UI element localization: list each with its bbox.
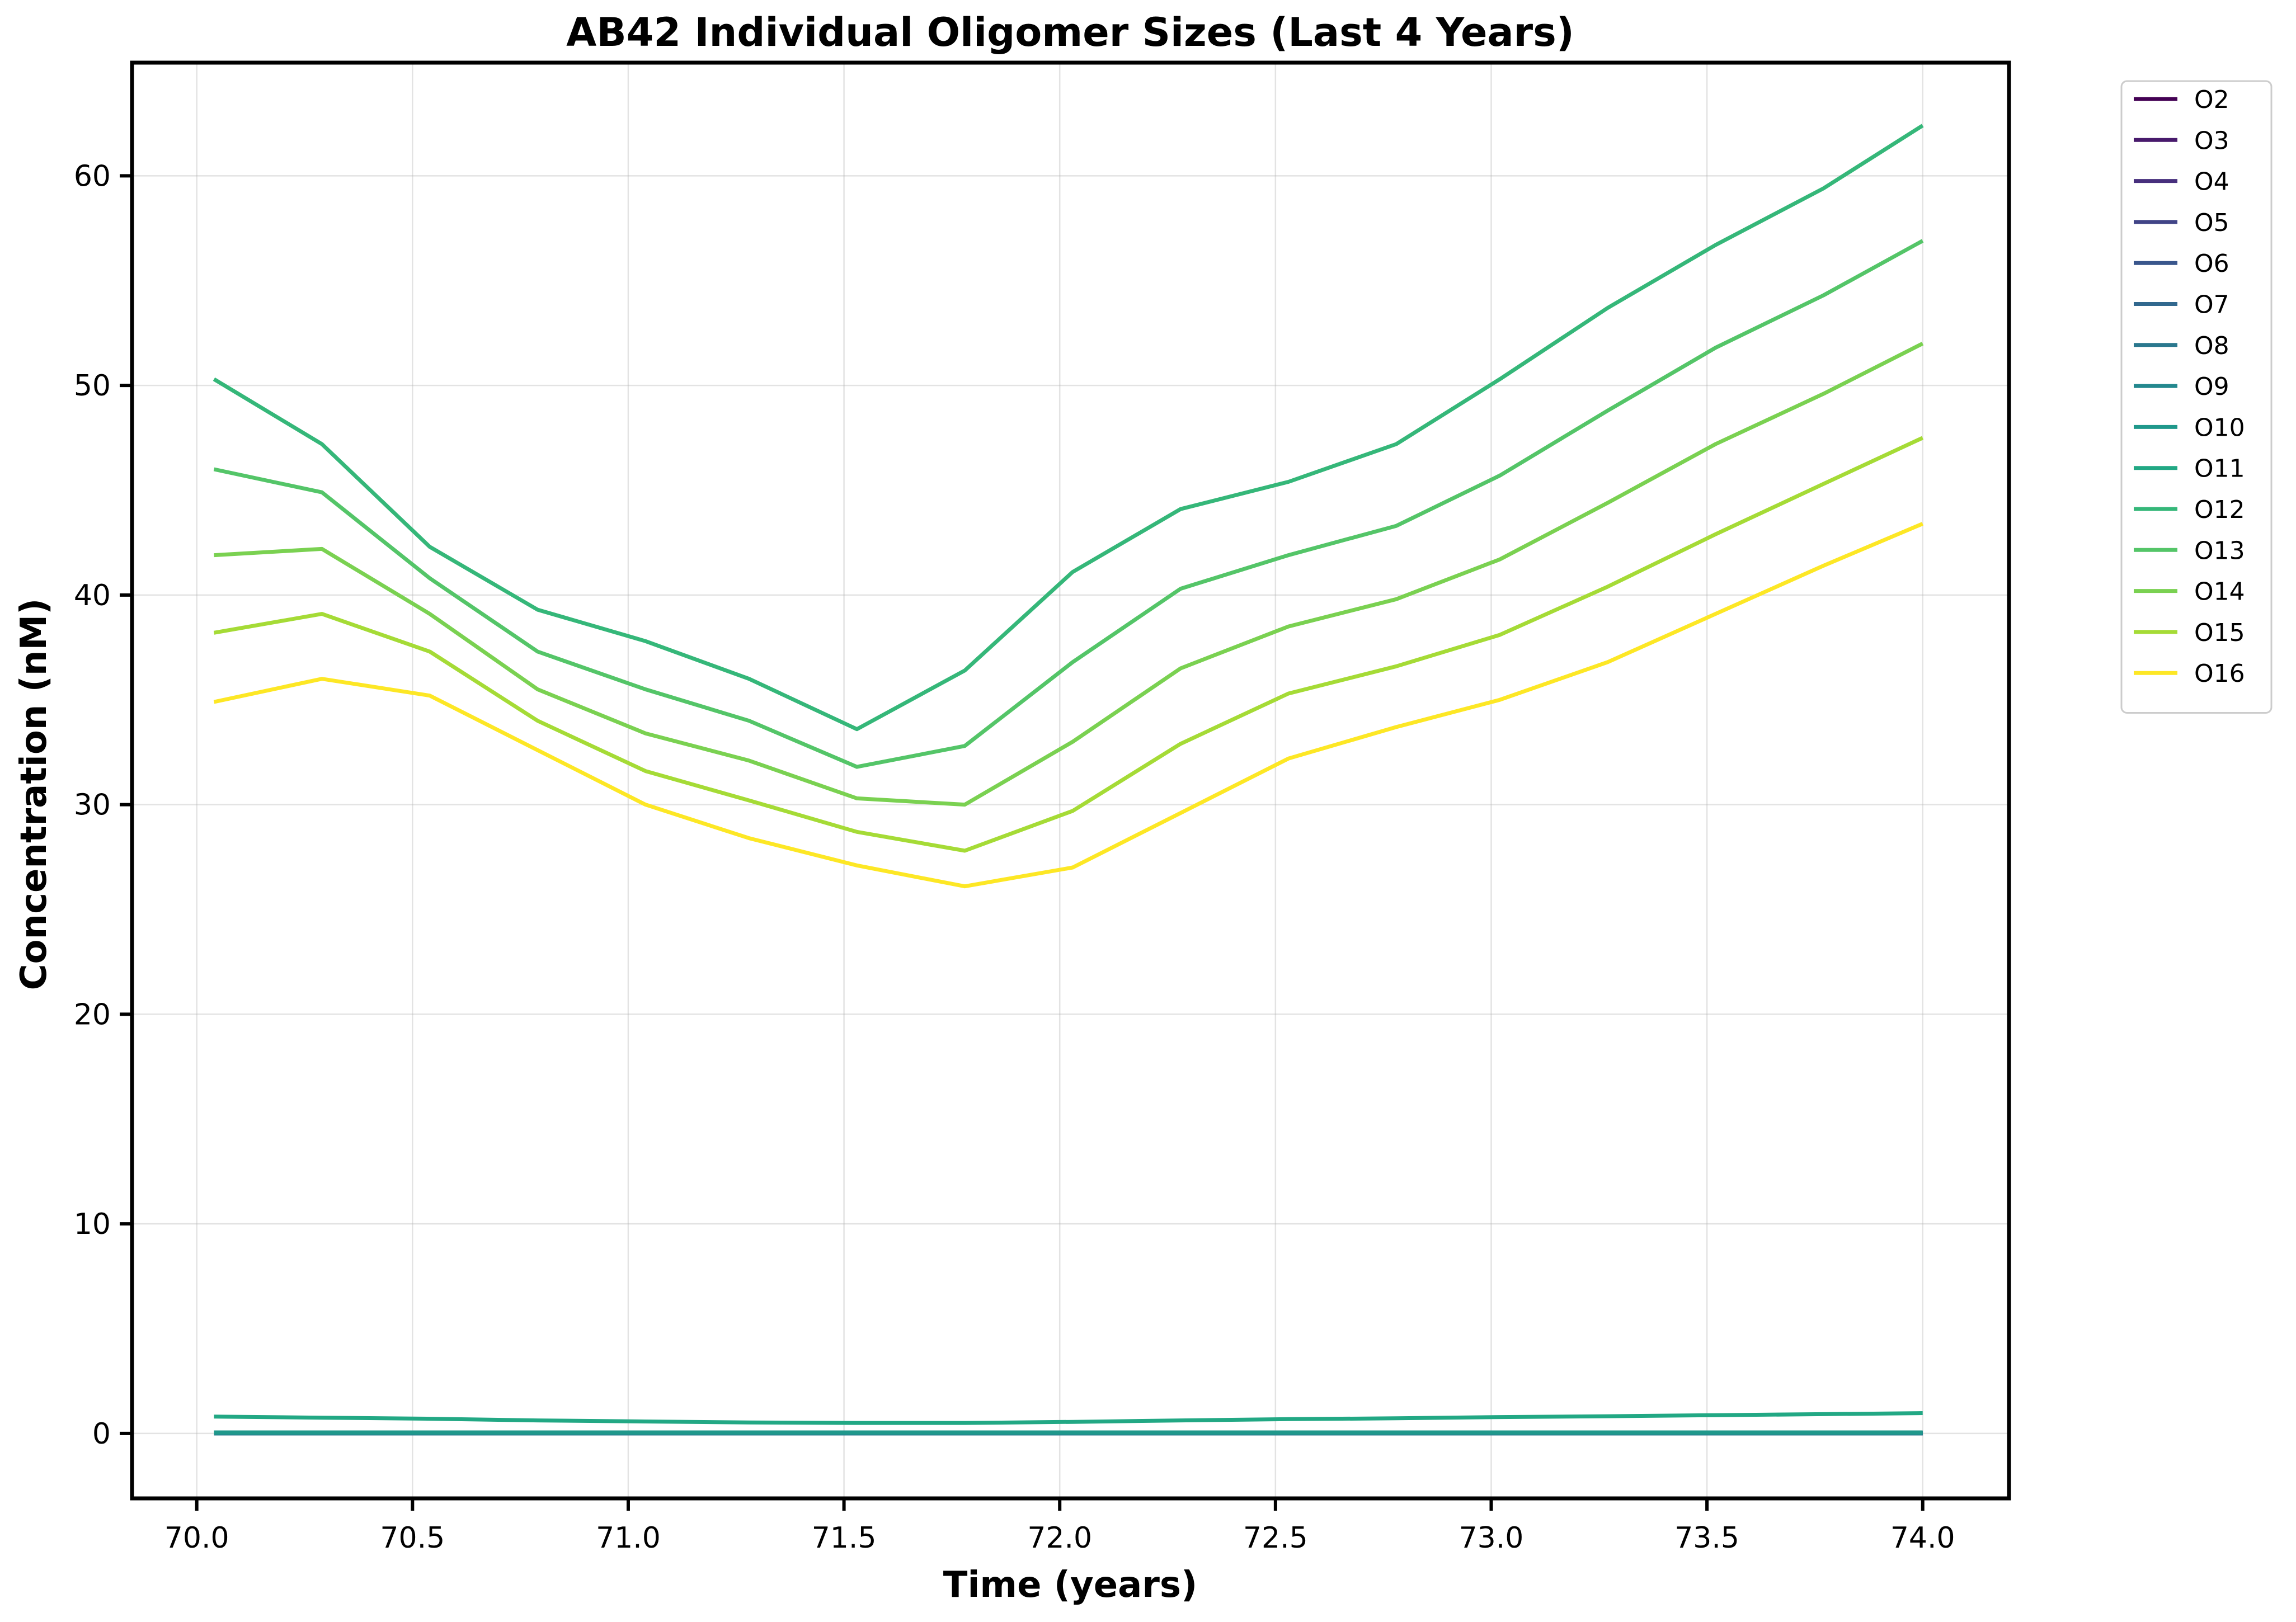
chart-title: AB42 Individual Oligomer Sizes (Last 4 Y… <box>566 10 1574 55</box>
legend-label: O9 <box>2194 373 2229 401</box>
legend-label: O11 <box>2194 455 2245 483</box>
y-tick-label: 20 <box>74 998 111 1031</box>
legend-box <box>2120 80 2273 714</box>
x-tick-label: 71.5 <box>812 1521 877 1555</box>
legend-label: O6 <box>2194 249 2229 278</box>
series-line-o16 <box>213 522 1924 889</box>
legend-label: O15 <box>2194 619 2245 647</box>
series-line-o13 <box>213 239 1924 769</box>
series-line-o11 <box>214 1411 1923 1425</box>
legend-label: O16 <box>2194 659 2245 688</box>
legend-label: O14 <box>2194 578 2245 606</box>
y-axis-label: Concentration (nM) <box>13 598 55 991</box>
y-tick-label: 0 <box>92 1417 111 1451</box>
y-tick-label: 60 <box>74 159 111 193</box>
x-tick-label: 72.0 <box>1027 1521 1092 1555</box>
series-line-o14 <box>214 342 1924 807</box>
x-tick-label: 73.5 <box>1674 1521 1739 1555</box>
grid-lines <box>132 63 2009 1498</box>
legend-label: O8 <box>2194 332 2229 360</box>
plot-frame <box>130 60 2011 1501</box>
series-line-o15 <box>213 436 1924 853</box>
x-axis-label: Time (years) <box>943 1564 1197 1606</box>
legend-label: O2 <box>2194 86 2229 114</box>
legend: O2 O3 O4 O5 O6 O7 O8 O9 O10 O11 O12 O13 O14 O15 O16 <box>2120 80 2273 714</box>
legend-label: O12 <box>2194 496 2245 524</box>
x-tick-label: 74.0 <box>1890 1521 1955 1555</box>
x-tick-label: 73.0 <box>1459 1521 1524 1555</box>
legend-label: O10 <box>2194 413 2245 442</box>
x-tick-label: 71.0 <box>596 1521 661 1555</box>
series-line-o12 <box>213 124 1924 732</box>
series-lines <box>213 124 1924 1436</box>
legend-label: O5 <box>2194 209 2229 237</box>
legend-label: O3 <box>2194 126 2229 155</box>
legend-label: O4 <box>2194 168 2229 196</box>
y-tick-label: 30 <box>74 789 111 822</box>
legend-label: O7 <box>2194 291 2229 319</box>
y-tick-label: 10 <box>74 1208 111 1241</box>
x-tick-label: 70.0 <box>164 1521 229 1555</box>
x-tick-label: 70.5 <box>380 1521 445 1555</box>
legend-label: O13 <box>2194 536 2245 565</box>
axis-ticks: 70.0 70.5 71.0 71.5 72.0 72.5 73.0 73.5 74.0 0 10 2… <box>74 159 1955 1555</box>
y-tick-label: 40 <box>74 579 111 612</box>
y-tick-label: 50 <box>74 369 111 403</box>
x-tick-label: 72.5 <box>1243 1521 1308 1555</box>
